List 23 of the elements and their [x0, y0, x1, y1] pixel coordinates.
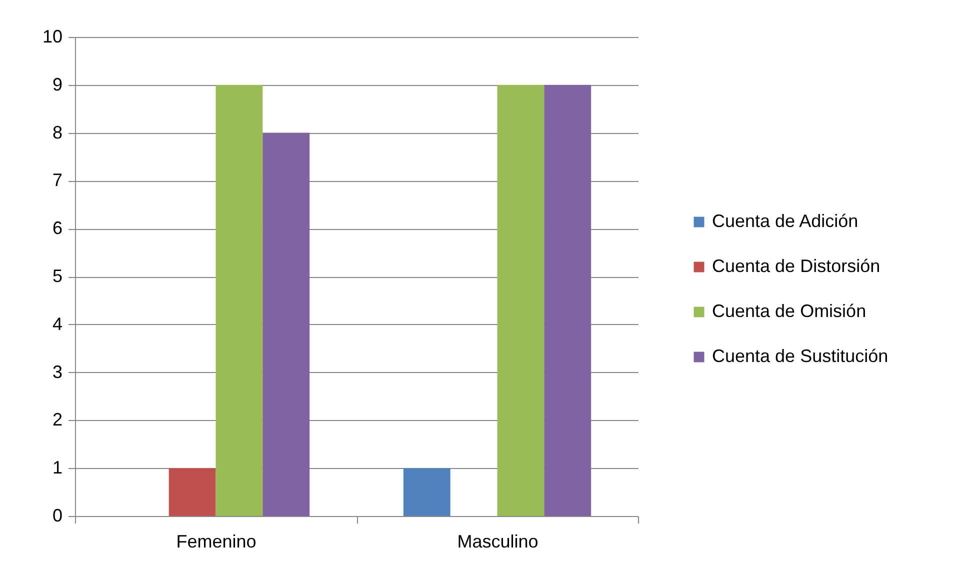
y-tick-label: 0 — [52, 506, 62, 526]
y-tick-label: 7 — [52, 170, 62, 190]
bar — [544, 84, 592, 516]
bar — [262, 132, 310, 516]
y-tick-label: 10 — [42, 26, 62, 46]
y-tick-label: 6 — [52, 218, 62, 238]
y-tick-label: 9 — [52, 74, 62, 94]
bar — [403, 468, 450, 516]
bar — [216, 84, 263, 516]
bar — [497, 84, 544, 516]
y-tick-label: 1 — [52, 458, 62, 478]
legend-label: Cuenta de Distorsión — [712, 256, 880, 276]
bar — [168, 468, 216, 516]
y-tick-label: 4 — [52, 314, 62, 334]
legend-label: Cuenta de Sustitución — [712, 346, 888, 366]
legend-label: Cuenta de Omisión — [712, 301, 866, 321]
y-tick-label: 8 — [52, 122, 62, 142]
x-tick-label: Femenino — [176, 532, 256, 552]
y-tick-label: 2 — [52, 410, 62, 430]
x-tick-label: Masculino — [457, 532, 538, 552]
y-tick-label: 5 — [52, 266, 62, 286]
legend-label: Cuenta de Adición — [712, 211, 858, 231]
y-tick-label: 3 — [52, 362, 62, 382]
